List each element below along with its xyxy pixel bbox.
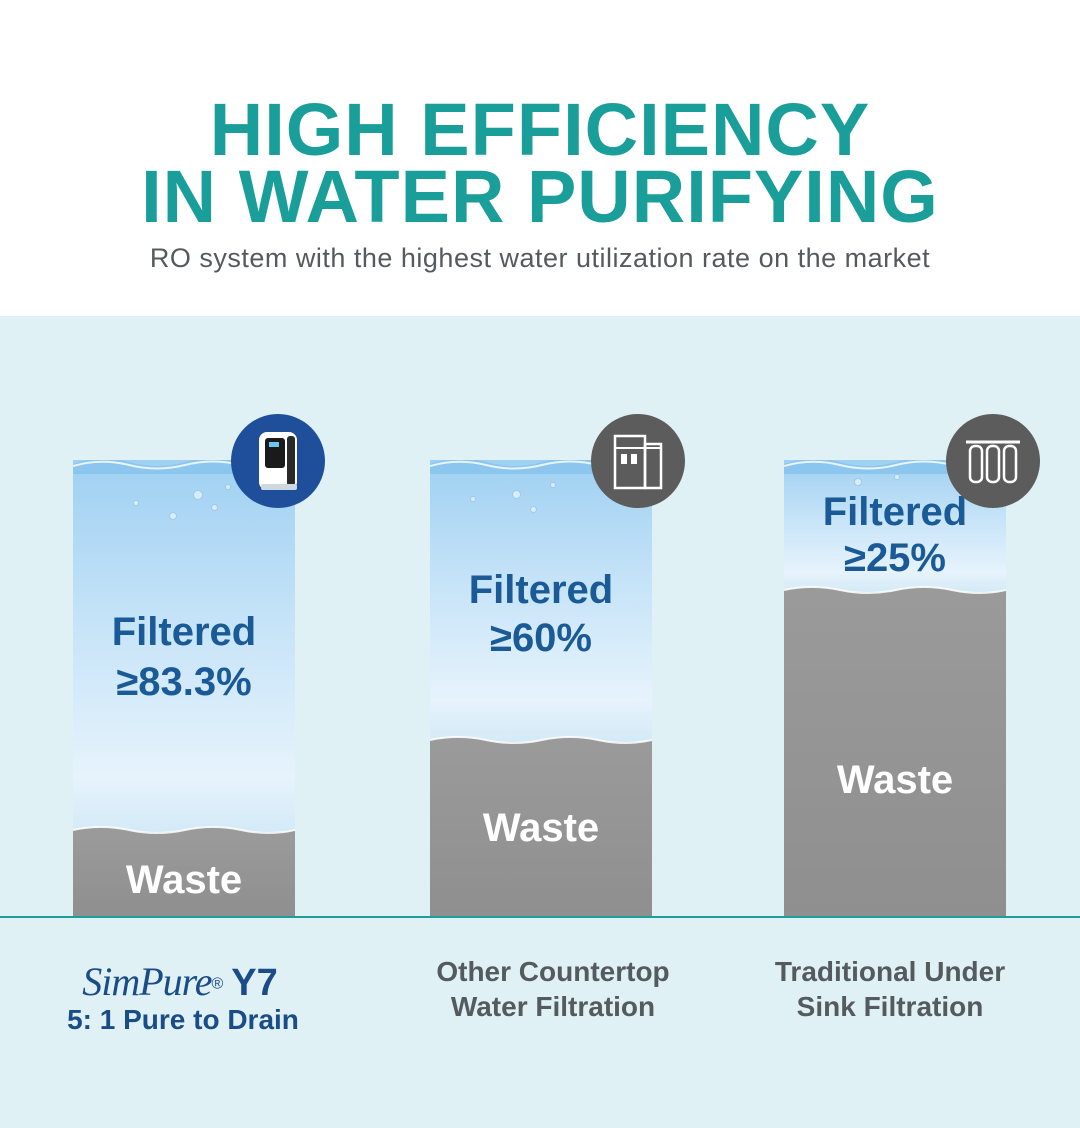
- waste-area: Waste: [784, 586, 1006, 916]
- filtered-label: Filtered: [468, 568, 614, 612]
- caption-under-sink: Traditional Under Sink Filtration: [740, 954, 1040, 1024]
- waste-wave: [784, 586, 1006, 600]
- caption-other-countertop: Other Countertop Water Filtration: [400, 954, 706, 1024]
- pure-to-drain-ratio: 5: 1 Pure to Drain: [67, 1004, 299, 1035]
- page-title-line-1: HIGH EFFICIENCY: [209, 88, 871, 171]
- bubble: [854, 478, 862, 486]
- simpure-logo: SimPure: [82, 959, 212, 1004]
- baseline-divider: [0, 916, 1080, 918]
- waste-wave: [73, 826, 295, 840]
- caption-line-2: Water Filtration: [450, 991, 656, 1022]
- filtered-value: ≥60%: [489, 616, 592, 660]
- bubble: [211, 504, 218, 511]
- brand-caption: SimPure® Y7: [40, 958, 320, 1005]
- filtered-area: Filtered ≥25%: [784, 460, 1006, 592]
- waste-label: Waste: [836, 758, 954, 802]
- column-under-sink: Filtered ≥25% Waste: [784, 440, 1006, 916]
- caption-line-2: Sink Filtration: [796, 991, 984, 1022]
- bubble: [225, 484, 231, 490]
- bubble: [470, 496, 476, 502]
- waste-area: Waste: [73, 826, 295, 916]
- bubble: [894, 474, 900, 480]
- countertop-purifier-icon: [231, 414, 325, 508]
- filtered-value: ≥25%: [843, 536, 946, 580]
- bubble: [169, 512, 177, 520]
- waste-area: Waste: [430, 736, 652, 916]
- waste-wave: [430, 736, 652, 750]
- waste-label: Waste: [482, 806, 600, 850]
- column-other-countertop: Filtered ≥60% Waste: [430, 440, 652, 916]
- column-simpure: Filtered ≥83.3% Waste: [73, 440, 295, 916]
- registered-mark: ®: [211, 975, 224, 993]
- header: HIGH EFFICIENCY IN WATER PURIFYING RO sy…: [0, 0, 1080, 316]
- page-title-line-2: IN WATER PURIFYING: [141, 155, 939, 238]
- bubble: [530, 506, 537, 513]
- filtered-label: Filtered: [111, 610, 257, 654]
- filtered-value: ≥83.3%: [116, 660, 252, 704]
- bubble: [550, 482, 556, 488]
- tank-other-countertop: Filtered ≥60% Waste: [430, 460, 652, 916]
- bubble: [133, 500, 139, 506]
- tank-under-sink: Filtered ≥25% Waste: [784, 460, 1006, 916]
- under-sink-filters-icon: [946, 414, 1040, 508]
- caption-line-1: Other Countertop: [436, 956, 670, 987]
- caption-line-1: Traditional Under: [774, 956, 1006, 987]
- model-name: Y7: [231, 962, 278, 1004]
- bubble: [193, 490, 203, 500]
- filtered-area: Filtered ≥83.3%: [73, 460, 295, 832]
- waste-label: Waste: [125, 858, 243, 902]
- page-subtitle: RO system with the highest water utiliza…: [149, 243, 931, 273]
- bubble: [512, 490, 521, 499]
- countertop-filter-icon: [591, 414, 685, 508]
- filtered-label: Filtered: [822, 490, 968, 534]
- tank-simpure: Filtered ≥83.3% Waste: [73, 460, 295, 916]
